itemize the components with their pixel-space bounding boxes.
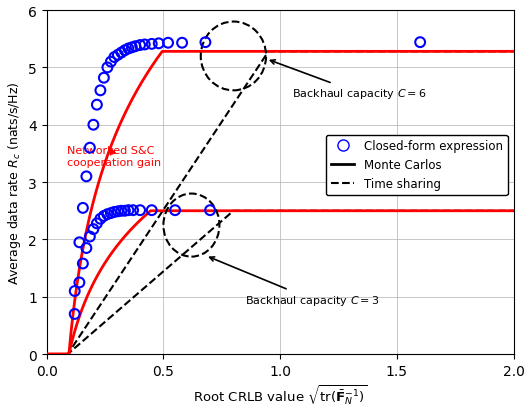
Point xyxy=(147,207,156,214)
Point xyxy=(110,209,119,216)
Point xyxy=(128,45,136,52)
Point xyxy=(96,88,104,95)
Legend: Closed-form expression, Monte Carlos, Time sharing: Closed-form expression, Monte Carlos, Ti… xyxy=(326,135,508,195)
Point xyxy=(201,40,210,46)
Point xyxy=(89,226,98,233)
Point xyxy=(82,173,91,180)
Point xyxy=(110,55,119,61)
Point xyxy=(206,207,214,214)
Point xyxy=(124,207,132,214)
Point xyxy=(140,42,149,49)
Point xyxy=(86,234,94,240)
Point xyxy=(96,216,104,223)
Point xyxy=(136,207,144,214)
Point xyxy=(155,41,163,47)
Point xyxy=(164,40,172,47)
Point xyxy=(82,245,91,252)
Y-axis label: Average data rate $R_c$ (nats/s/Hz): Average data rate $R_c$ (nats/s/Hz) xyxy=(5,81,23,284)
Point xyxy=(147,41,156,48)
Point xyxy=(129,207,137,214)
Point xyxy=(171,207,179,214)
Point xyxy=(70,288,79,294)
Point xyxy=(121,48,129,55)
X-axis label: Root CRLB value $\sqrt{\mathrm{tr}(\bar{\mathbf{F}}_N^{-1})}$: Root CRLB value $\sqrt{\mathrm{tr}(\bar{… xyxy=(193,383,367,408)
Point xyxy=(78,261,87,267)
Point xyxy=(113,209,122,215)
Point xyxy=(100,75,108,82)
Point xyxy=(100,213,108,220)
Text: Backhaul capacity $C = 6$: Backhaul capacity $C = 6$ xyxy=(270,61,427,101)
Point xyxy=(78,205,87,212)
Point xyxy=(103,65,112,71)
Point xyxy=(93,102,101,109)
Point xyxy=(75,280,84,286)
Point xyxy=(178,40,187,47)
Point xyxy=(416,40,425,46)
Point xyxy=(93,221,101,227)
Point xyxy=(131,44,139,50)
Point xyxy=(86,145,94,152)
Point xyxy=(113,52,122,59)
Point xyxy=(121,208,129,214)
Point xyxy=(75,240,84,246)
Point xyxy=(117,208,126,214)
Point xyxy=(89,122,98,129)
Point xyxy=(103,211,112,218)
Point xyxy=(117,50,126,57)
Text: Networked S&C
cooperation gain: Networked S&C cooperation gain xyxy=(67,146,161,168)
Point xyxy=(136,43,144,49)
Point xyxy=(107,210,115,217)
Point xyxy=(124,46,132,53)
Point xyxy=(70,311,79,318)
Text: Backhaul capacity $C = 3$: Backhaul capacity $C = 3$ xyxy=(210,257,379,307)
Point xyxy=(107,59,115,66)
